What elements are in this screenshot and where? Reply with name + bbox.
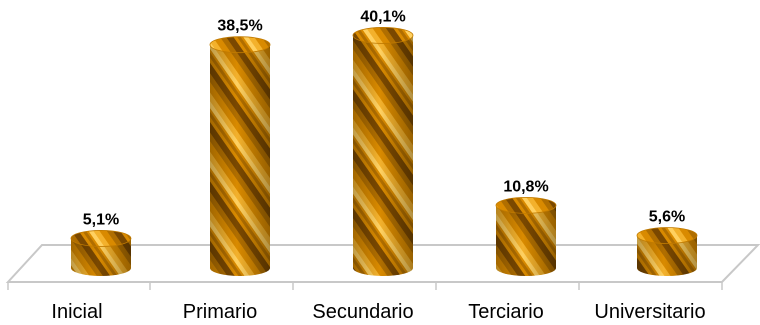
x-axis-labels: Inicial Primario Secundario Terciario Un… (51, 301, 705, 323)
data-label: 5,6% (649, 209, 685, 226)
bar-top (495, 196, 557, 214)
bar-primario (209, 36, 271, 276)
bar-terciario (495, 196, 557, 276)
bar-secundario (352, 27, 414, 276)
data-label: 10,8% (503, 178, 548, 195)
bar-top (636, 227, 698, 244)
bar-shading (71, 238, 131, 276)
bar-top (70, 230, 132, 247)
bar-shading (496, 205, 556, 276)
x-tick-label: Universitario (594, 301, 705, 323)
bar-shading (637, 235, 697, 276)
x-axis-ticks (7, 282, 723, 290)
bar-inicial (70, 230, 132, 276)
x-tick-label: Secundario (312, 301, 413, 323)
bars-group (70, 27, 698, 276)
x-tick-label: Terciario (468, 301, 544, 323)
x-tick-label: Inicial (51, 301, 102, 323)
bar-shading (210, 44, 270, 276)
data-label: 40,1% (360, 8, 405, 25)
data-labels: 5,1% 38,5% 40,1% 10,8% 5,6% (83, 8, 685, 228)
data-label: 5,1% (83, 211, 119, 228)
bar-shading (353, 35, 413, 276)
x-tick-label: Primario (183, 301, 257, 323)
bar-top (352, 27, 414, 44)
bar-top (209, 36, 271, 54)
data-label: 38,5% (217, 18, 262, 35)
bar-universitario (636, 227, 698, 276)
